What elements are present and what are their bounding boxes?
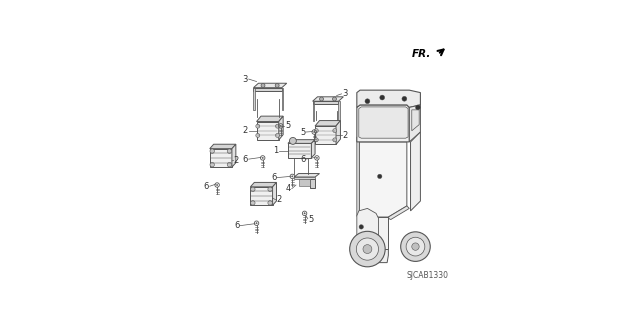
Text: 3: 3 [342,89,348,98]
Circle shape [412,243,419,250]
Text: 6: 6 [243,155,248,164]
Text: 4: 4 [286,184,291,193]
Circle shape [314,132,315,133]
Polygon shape [410,132,420,211]
Text: 2: 2 [234,156,239,165]
Circle shape [261,84,265,87]
Circle shape [415,105,420,110]
Circle shape [275,124,280,128]
Circle shape [292,176,293,177]
Circle shape [256,124,260,128]
Polygon shape [273,182,276,205]
Polygon shape [412,110,419,131]
Polygon shape [359,142,407,217]
Circle shape [227,149,232,153]
Polygon shape [294,173,319,177]
Polygon shape [357,137,359,218]
Circle shape [304,213,305,214]
Circle shape [333,138,337,142]
Text: 6: 6 [271,173,276,182]
Circle shape [256,222,257,224]
Polygon shape [250,182,276,187]
Circle shape [262,157,264,159]
Circle shape [359,225,364,229]
Circle shape [251,201,255,205]
Circle shape [333,97,337,101]
Polygon shape [253,83,287,88]
Polygon shape [357,208,378,263]
Polygon shape [339,101,340,121]
Circle shape [268,201,272,205]
Circle shape [314,138,318,142]
Polygon shape [253,88,282,91]
Polygon shape [210,149,232,167]
Polygon shape [370,238,380,244]
Polygon shape [210,144,236,149]
Polygon shape [357,90,420,108]
Circle shape [316,157,317,159]
Text: 1: 1 [273,146,279,155]
Text: 2: 2 [342,131,348,140]
Text: 6: 6 [234,221,239,230]
Circle shape [406,237,425,256]
Polygon shape [312,101,314,121]
Circle shape [314,129,318,132]
Circle shape [227,163,232,167]
Text: 6: 6 [300,155,305,164]
Polygon shape [257,116,283,122]
Polygon shape [312,140,315,158]
Circle shape [365,99,370,104]
Text: 5: 5 [285,121,290,130]
Circle shape [256,133,260,137]
Circle shape [210,149,214,153]
Circle shape [363,244,372,253]
Text: 6: 6 [204,182,209,191]
Polygon shape [359,217,388,249]
Circle shape [275,84,279,87]
Polygon shape [315,121,340,126]
Text: 5: 5 [308,215,314,224]
Polygon shape [294,177,315,180]
Polygon shape [388,206,410,220]
Text: SJCAB1330: SJCAB1330 [407,271,449,280]
Circle shape [251,187,255,192]
Circle shape [289,138,296,144]
Circle shape [378,174,382,179]
Polygon shape [315,126,336,144]
Polygon shape [312,101,339,104]
Text: 2: 2 [276,195,282,204]
Circle shape [402,96,407,101]
Circle shape [380,95,385,100]
Circle shape [280,125,282,126]
Circle shape [349,231,385,267]
Text: FR.: FR. [412,49,431,59]
Polygon shape [288,140,315,143]
Polygon shape [357,105,410,142]
Polygon shape [250,187,273,205]
Polygon shape [257,122,279,140]
Polygon shape [359,107,408,138]
Polygon shape [312,97,344,101]
Polygon shape [336,121,340,144]
Circle shape [268,187,272,192]
Text: 2: 2 [243,126,248,135]
Text: 3: 3 [243,75,248,84]
Polygon shape [279,116,283,140]
Circle shape [319,97,323,101]
Polygon shape [358,249,388,263]
Polygon shape [288,143,312,158]
Polygon shape [310,180,315,188]
Polygon shape [253,88,255,110]
Circle shape [401,232,430,261]
Text: 5: 5 [300,128,305,137]
Circle shape [210,163,214,167]
Polygon shape [410,105,420,142]
Circle shape [356,238,378,260]
Circle shape [216,184,218,186]
Circle shape [333,129,337,132]
Circle shape [275,133,280,137]
Polygon shape [300,180,310,186]
Polygon shape [232,144,236,167]
Polygon shape [282,88,284,110]
